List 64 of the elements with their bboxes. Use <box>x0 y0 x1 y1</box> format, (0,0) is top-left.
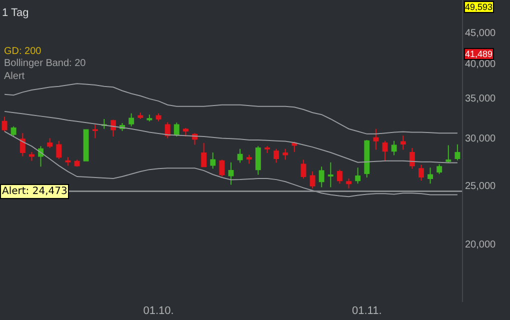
annotation: GD: 200 <box>4 46 42 57</box>
candlestick <box>364 139 370 178</box>
annotation: 41,489 <box>465 49 493 59</box>
candlestick <box>454 144 460 161</box>
candlestick <box>2 116 8 132</box>
candlestick <box>400 135 406 150</box>
annotation: Bollinger Band: 20 <box>4 58 86 69</box>
x-tick-label: 01.11. <box>352 305 382 317</box>
candlestick <box>255 146 261 176</box>
candlestick <box>436 164 442 175</box>
candlestick <box>391 140 397 156</box>
candlestick <box>346 178 352 189</box>
candlestick <box>201 142 207 168</box>
annotation: 49,593 <box>465 2 493 12</box>
candlestick <box>92 124 98 139</box>
candlestick <box>146 114 152 122</box>
candlestick <box>28 152 34 162</box>
candlestick <box>210 152 216 170</box>
candlestick <box>246 154 252 164</box>
candlestick <box>264 146 270 154</box>
candlestick <box>292 141 298 153</box>
candlestick <box>237 148 243 164</box>
candlestick <box>274 148 280 164</box>
candlestick <box>446 144 452 164</box>
candlestick <box>418 164 424 182</box>
candlestick <box>228 162 234 186</box>
line-series <box>4 110 458 164</box>
text: 1 Tag <box>2 7 29 19</box>
candlestick <box>156 112 162 122</box>
candlestick <box>174 122 180 138</box>
candlestick <box>318 166 324 188</box>
candlestick <box>409 147 415 170</box>
candlestick <box>428 167 434 184</box>
candlestick <box>47 138 53 148</box>
y-tick-label: 40,000 <box>465 58 496 70</box>
candlestick <box>182 128 188 138</box>
y-tick-label: 25,000 <box>465 181 496 192</box>
candlestick <box>110 119 116 138</box>
candlestick <box>164 122 170 139</box>
annotation: Alert <box>4 71 25 82</box>
candlestick <box>56 140 62 160</box>
line-series <box>4 83 458 134</box>
candlestick <box>373 128 379 150</box>
y-tick-label: 35,000 <box>465 94 496 105</box>
x-tick-label: 01.10. <box>143 305 174 317</box>
candlestick <box>310 171 316 189</box>
candlestick <box>336 169 342 184</box>
candlestick <box>219 159 225 178</box>
candlestick <box>282 148 288 160</box>
candlestick <box>83 128 89 162</box>
candlestick <box>128 112 134 127</box>
candlestick <box>300 159 306 180</box>
candlestick <box>328 162 334 188</box>
candlestick <box>138 112 144 120</box>
candlestick <box>10 126 16 138</box>
candlestick <box>355 167 361 184</box>
candlestick <box>382 140 388 162</box>
y-tick-label: 45,000 <box>465 28 496 40</box>
line-series <box>4 130 458 198</box>
candlestick <box>65 156 71 166</box>
y-tick-label: 30,000 <box>465 134 496 145</box>
y-tick-label: 20,000 <box>465 239 496 250</box>
ref-line-label: Alert: 24,473 <box>2 186 68 197</box>
candlestick <box>20 132 26 157</box>
